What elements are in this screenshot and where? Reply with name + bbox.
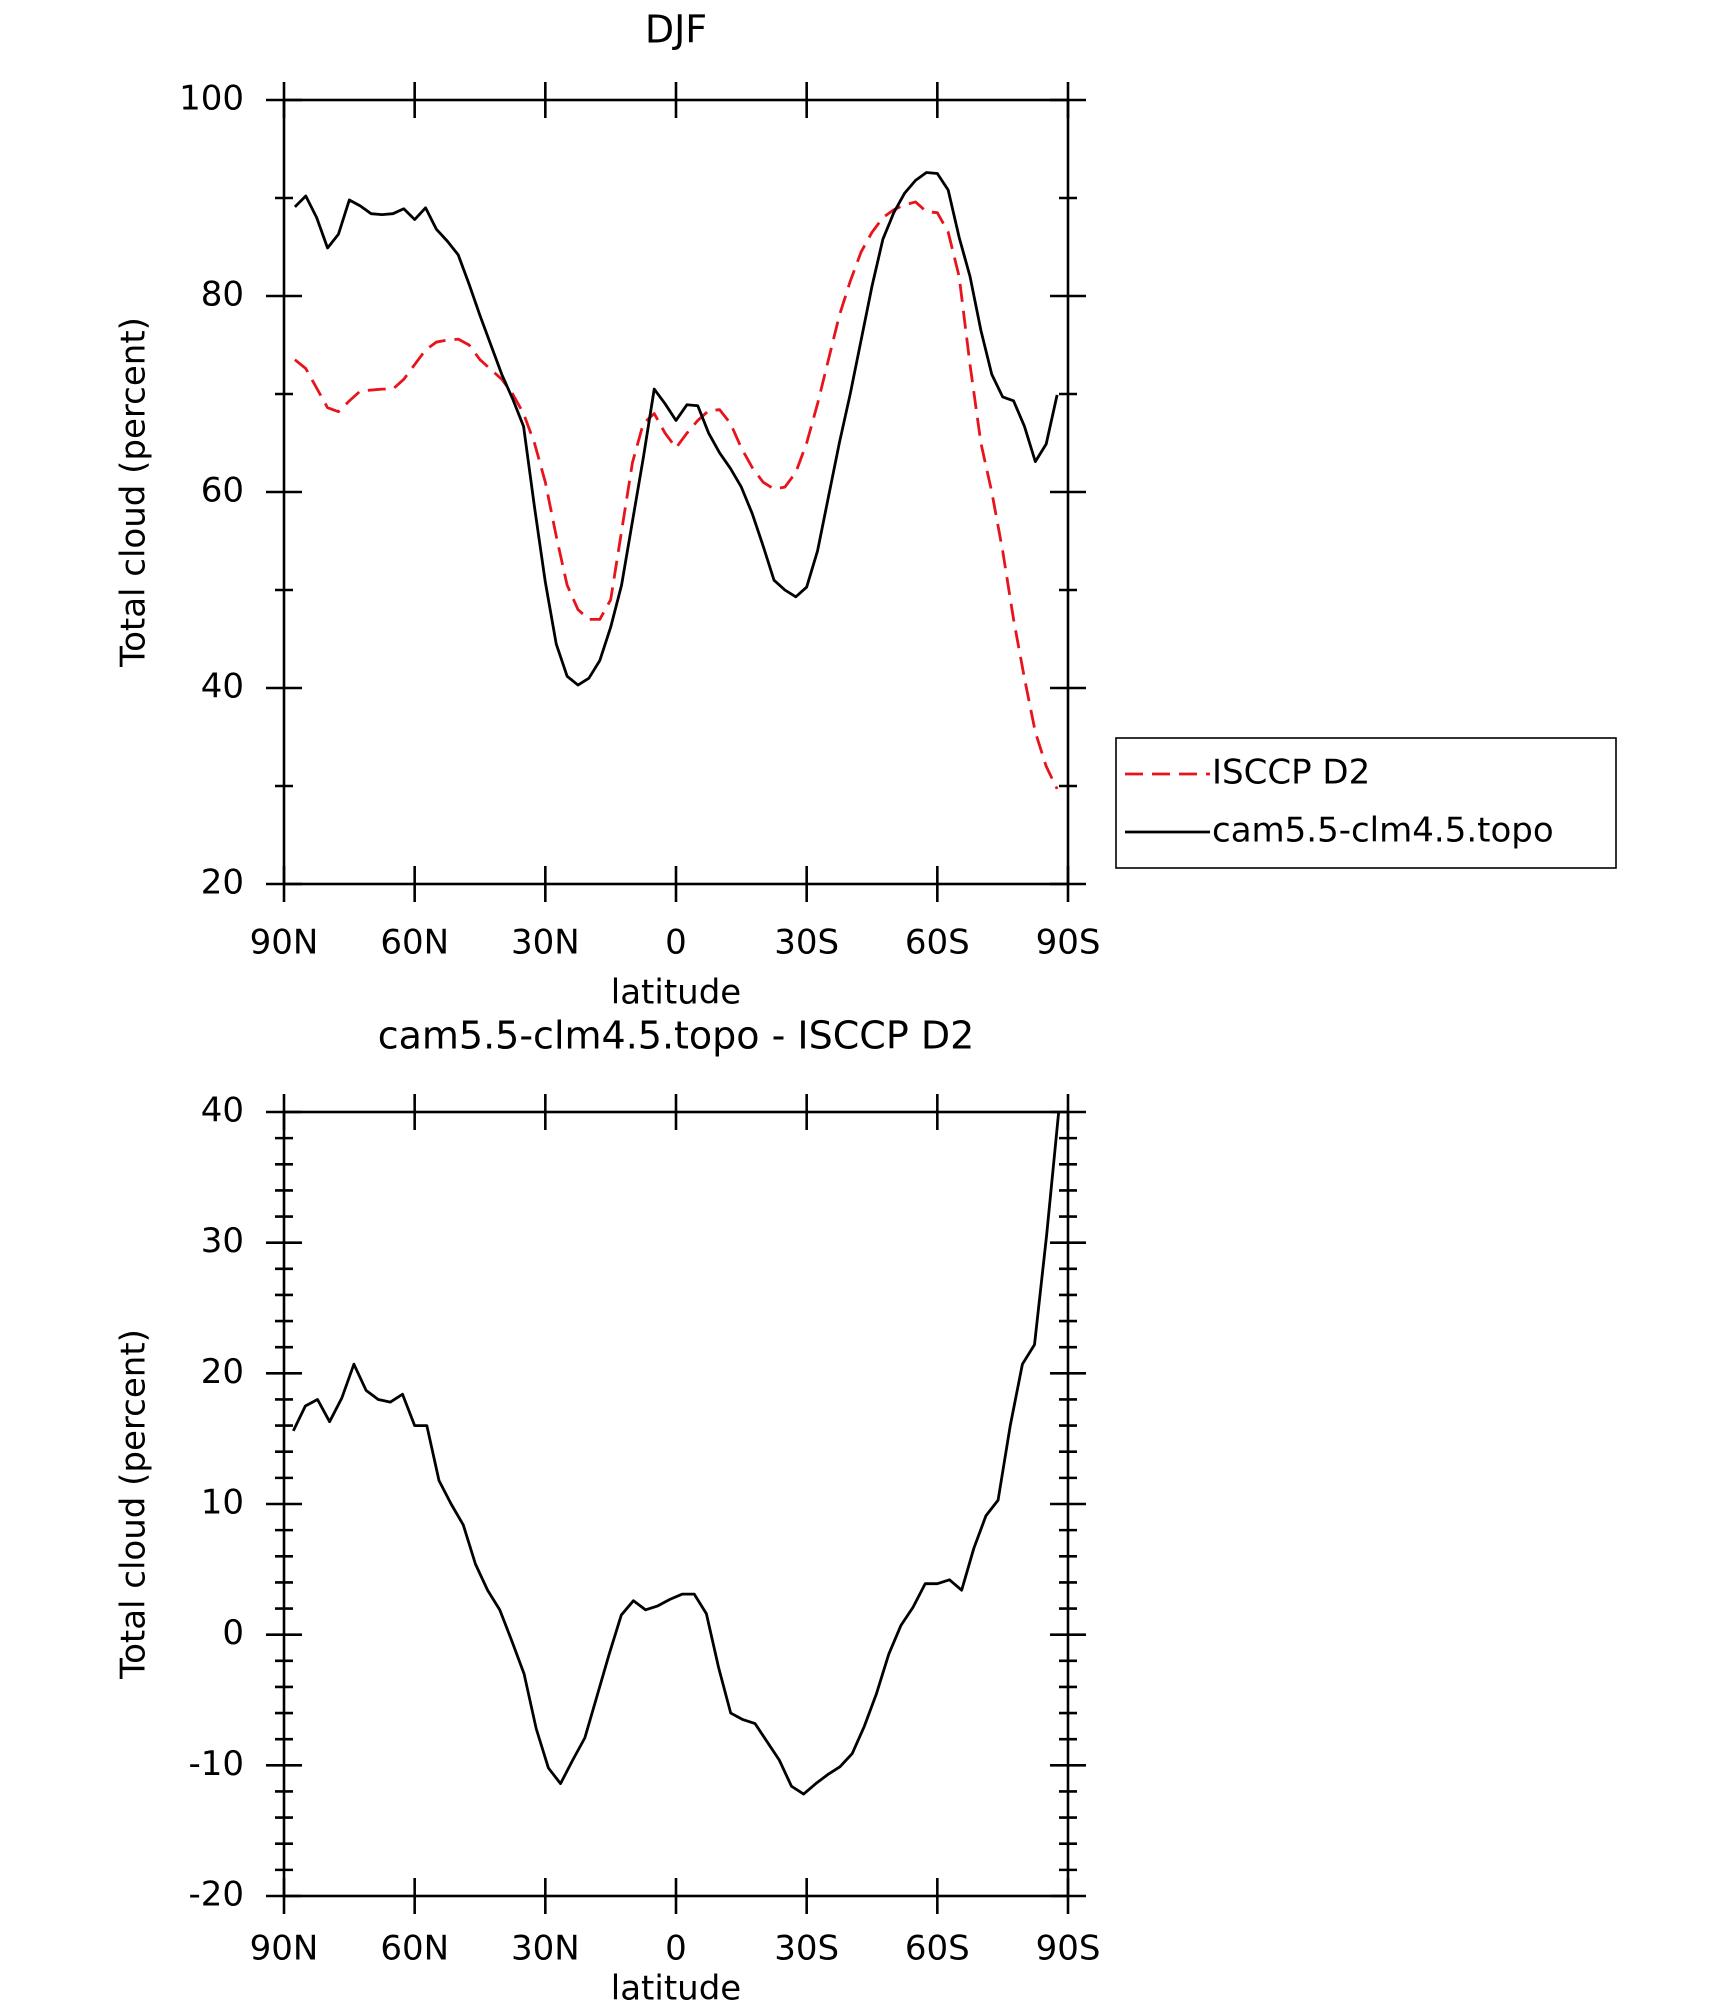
- x-tick-label: 60S: [905, 923, 970, 963]
- x-tick-label: 0: [665, 923, 687, 963]
- legend-box: [1115, 737, 1617, 869]
- legend-label: cam5.5-clm4.5.topo: [1212, 811, 1554, 851]
- chart-title: cam5.5-clm4.5.topo - ISCCP D2: [378, 1014, 975, 1058]
- x-tick-label: 30S: [774, 1929, 839, 1969]
- y-axis-label: Total cloud (percent): [114, 317, 154, 668]
- data-line: [292, 1111, 1061, 1796]
- y-tick-label: -10: [188, 1744, 244, 1784]
- x-axis-label: latitude: [611, 973, 741, 1013]
- plot-frame: [282, 98, 1070, 886]
- y-tick-label: 10: [201, 1483, 244, 1523]
- y-tick-label: 20: [201, 1352, 244, 1392]
- y-tick-label: 80: [201, 275, 244, 315]
- x-tick-label: 0: [665, 1929, 687, 1969]
- x-tick-label: 60N: [380, 1929, 449, 1969]
- plot-frame: [282, 1110, 1070, 1898]
- y-axis-label: Total cloud (percent): [114, 1329, 154, 1680]
- x-tick-label: 30S: [774, 923, 839, 963]
- y-tick-label: 0: [222, 1613, 244, 1653]
- x-axis-label: latitude: [611, 1969, 741, 2009]
- data-line: [293, 171, 1059, 687]
- x-tick-label: 90N: [250, 1929, 319, 1969]
- y-tick-label: 20: [201, 863, 244, 903]
- x-tick-label: 30N: [511, 923, 580, 963]
- data-line: [294, 200, 1059, 790]
- y-tick-label: 30: [201, 1221, 244, 1261]
- chart-title: DJF: [645, 8, 707, 52]
- y-tick-label: 40: [201, 1091, 244, 1131]
- y-tick-label: 60: [201, 471, 244, 511]
- y-tick-label: 100: [179, 79, 244, 119]
- legend-label: ISCCP D2: [1212, 753, 1370, 793]
- x-tick-label: 90S: [1036, 923, 1101, 963]
- x-tick-label: 60S: [905, 1929, 970, 1969]
- x-tick-label: 90S: [1036, 1929, 1101, 1969]
- y-tick-label: 40: [201, 667, 244, 707]
- y-tick-label: -20: [188, 1875, 244, 1915]
- x-tick-label: 90N: [250, 923, 319, 963]
- x-tick-label: 30N: [511, 1929, 580, 1969]
- x-tick-label: 60N: [380, 923, 449, 963]
